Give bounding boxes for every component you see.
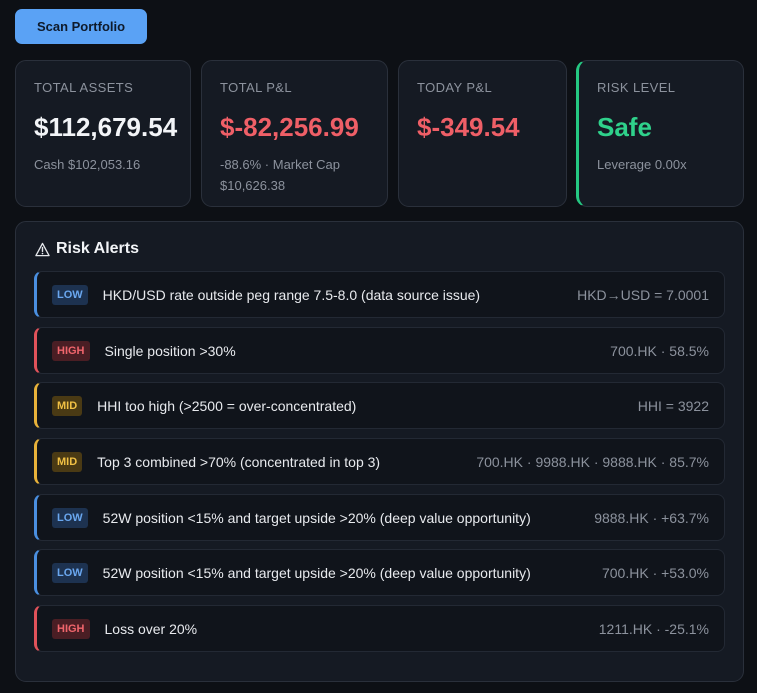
total-pnl-label: TOTAL P&L <box>220 80 292 95</box>
alert-row[interactable]: HIGH Single position >30% 700.HK · 58.5% <box>34 327 725 374</box>
alert-detail: 9888.HK · +63.7% <box>594 509 709 526</box>
alert-message: HHI too high (>2500 = over-concentrated) <box>97 397 357 414</box>
total-pnl-card: TOTAL P&L $-82,256.99 -88.6% · Market Ca… <box>201 60 388 207</box>
total-pnl-value: $-82,256.99 <box>220 112 359 142</box>
risk-alerts-title: Risk Alerts <box>56 240 139 257</box>
alert-row[interactable]: MID HHI too high (>2500 = over-concentra… <box>34 382 725 429</box>
risk-alerts-header: Risk Alerts <box>35 240 139 258</box>
total-assets-value: $112,679.54 <box>34 112 178 142</box>
risk-level-label: RISK LEVEL <box>597 80 676 95</box>
severity-badge-mid: MID <box>52 395 83 416</box>
severity-badge-low: LOW <box>52 284 88 305</box>
alert-message: 52W position <15% and target upside >20%… <box>102 509 531 526</box>
alert-detail: 700.HK · 58.5% <box>610 342 709 359</box>
total-assets-card: TOTAL ASSETS $112,679.54 Cash $102,053.1… <box>15 60 191 207</box>
severity-badge-high: HIGH <box>52 340 90 361</box>
warning-triangle-icon <box>35 242 50 256</box>
today-pnl-label: TODAY P&L <box>417 80 493 95</box>
risk-level-value: Safe <box>597 112 652 142</box>
alert-row[interactable]: LOW 52W position <15% and target upside … <box>34 494 725 541</box>
alert-row[interactable]: HIGH Loss over 20% 1211.HK · -25.1% <box>34 605 725 652</box>
today-pnl-value: $-349.54 <box>417 112 520 142</box>
risk-level-card: RISK LEVEL Safe Leverage 0.00x <box>576 60 744 207</box>
alert-detail: HKD→USD = 7.0001 <box>577 286 709 303</box>
cash-value: Cash $102,053.16 <box>34 157 141 172</box>
alert-message: Single position >30% <box>104 342 236 359</box>
severity-badge-mid: MID <box>52 451 83 472</box>
alert-detail: 1211.HK · -25.1% <box>598 620 709 637</box>
alert-message: HKD/USD rate outside peg range 7.5-8.0 (… <box>102 286 481 303</box>
alert-detail: 700.HK · +53.0% <box>601 564 709 581</box>
alert-message: Top 3 combined >70% (concentrated in top… <box>97 453 381 470</box>
severity-badge-low: LOW <box>52 562 88 583</box>
alert-row[interactable]: LOW 52W position <15% and target upside … <box>34 549 725 596</box>
alert-row[interactable]: LOW HKD/USD rate outside peg range 7.5-8… <box>34 271 725 318</box>
severity-badge-low: LOW <box>52 507 88 528</box>
alert-row[interactable]: MID Top 3 combined >70% (concentrated in… <box>34 438 725 485</box>
today-pnl-card: TODAY P&L $-349.54 <box>398 60 567 207</box>
alert-message: 52W position <15% and target upside >20%… <box>102 564 531 581</box>
risk-alerts-panel: Risk Alerts LOW HKD/USD rate outside peg… <box>15 221 744 682</box>
alert-detail: 700.HK · 9988.HK · 9888.HK · 85.7% <box>476 453 709 470</box>
total-pnl-detail: -88.6% · Market Cap $10,626.38 <box>220 157 340 193</box>
alert-detail: HHI = 3922 <box>637 397 709 414</box>
alert-message: Loss over 20% <box>104 620 198 637</box>
scan-portfolio-button[interactable]: Scan Portfolio <box>15 9 147 44</box>
total-assets-label: TOTAL ASSETS <box>34 80 134 95</box>
leverage-value: Leverage 0.00x <box>597 157 687 172</box>
severity-badge-high: HIGH <box>52 618 90 639</box>
